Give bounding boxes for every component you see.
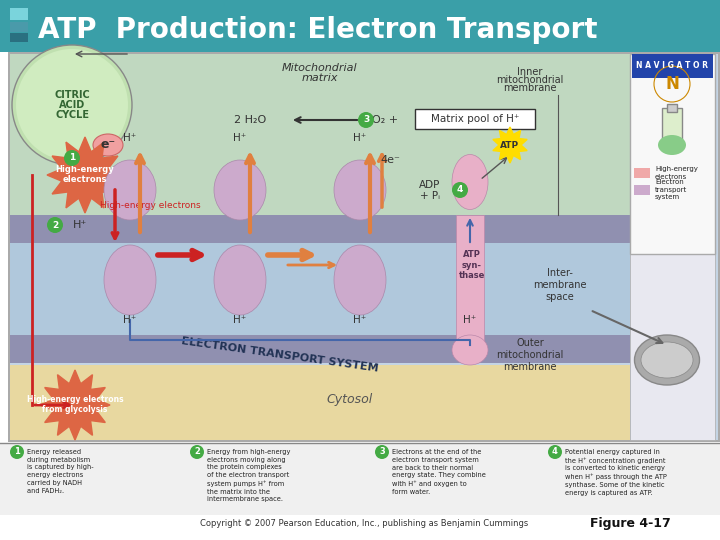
Text: Copyright © 2007 Pearson Education, Inc., publishing as Benjamin Cummings: Copyright © 2007 Pearson Education, Inc.…	[200, 519, 528, 529]
Text: from glycolysis: from glycolysis	[42, 406, 108, 415]
Text: Mitochondrial: Mitochondrial	[282, 63, 358, 73]
Bar	[10, 365, 630, 440]
Text: Energy released
during metabolism
is captured by high-
energy electrons
carried : Energy released during metabolism is cap…	[27, 449, 94, 494]
Text: Figure 4-17: Figure 4-17	[590, 517, 670, 530]
Text: 3: 3	[379, 448, 385, 456]
Text: e⁻: e⁻	[100, 138, 116, 152]
Circle shape	[190, 445, 204, 459]
Text: matrix: matrix	[302, 73, 338, 83]
Text: 2 H₂O: 2 H₂O	[234, 115, 266, 125]
Text: 4: 4	[552, 448, 558, 456]
Polygon shape	[40, 370, 110, 440]
Bar	[634, 185, 650, 195]
Text: High-energy electrons: High-energy electrons	[100, 200, 201, 210]
Text: ATP  Production: Electron Transport: ATP Production: Electron Transport	[38, 16, 598, 44]
Text: 1: 1	[69, 153, 75, 163]
Circle shape	[452, 182, 468, 198]
Text: Electron
transport
system: Electron transport system	[655, 179, 688, 200]
Bar	[10, 22, 28, 32]
Text: membrane: membrane	[503, 83, 557, 93]
Text: electrons: electrons	[63, 176, 107, 185]
Text: CITRIC: CITRIC	[54, 90, 90, 100]
Text: High-energy
electrons: High-energy electrons	[655, 166, 698, 180]
Ellipse shape	[634, 335, 700, 385]
Circle shape	[375, 445, 389, 459]
Bar	[630, 54, 715, 254]
Bar	[415, 109, 535, 129]
Circle shape	[47, 217, 63, 233]
Text: Inner: Inner	[517, 67, 543, 77]
Circle shape	[358, 112, 374, 128]
Ellipse shape	[104, 160, 156, 220]
Ellipse shape	[641, 342, 693, 378]
Text: H⁺: H⁺	[123, 133, 137, 143]
Circle shape	[12, 45, 132, 165]
Text: H⁺: H⁺	[354, 133, 366, 143]
Text: 1: 1	[14, 448, 20, 456]
Text: H⁺: H⁺	[123, 315, 137, 325]
Text: 3: 3	[363, 116, 369, 125]
Text: ADP: ADP	[419, 180, 441, 190]
Ellipse shape	[334, 245, 386, 315]
Ellipse shape	[658, 135, 686, 155]
Text: ACID: ACID	[59, 100, 85, 110]
Text: H⁺: H⁺	[233, 315, 247, 325]
Bar	[8, 52, 720, 442]
Text: 4e⁻: 4e⁻	[380, 155, 400, 165]
Text: Electrons at the end of the
electron transport system
are back to their normal
e: Electrons at the end of the electron tra…	[392, 449, 486, 495]
Bar	[667, 104, 677, 112]
Text: H⁺: H⁺	[233, 133, 247, 143]
Bar	[0, 443, 720, 515]
Text: ATP: ATP	[500, 140, 520, 150]
Bar	[0, 0, 720, 52]
Text: High-energy electrons: High-energy electrons	[27, 395, 123, 404]
Ellipse shape	[214, 245, 266, 315]
Text: ELECTRON TRANSPORT SYSTEM: ELECTRON TRANSPORT SYSTEM	[181, 336, 379, 374]
Text: Cytosol: Cytosol	[327, 394, 373, 407]
Text: Outer
mitochondrial
membrane: Outer mitochondrial membrane	[496, 338, 564, 373]
Text: ATP
syn-
thase: ATP syn- thase	[459, 250, 485, 280]
Text: Matrix pool of H⁺: Matrix pool of H⁺	[431, 114, 519, 124]
Bar	[632, 54, 713, 78]
Bar	[10, 215, 630, 243]
Text: Inter-
membrane
space: Inter- membrane space	[534, 268, 587, 302]
Text: Potential energy captured in
the H⁺ concentration gradient
is converted to kinet: Potential energy captured in the H⁺ conc…	[565, 449, 667, 496]
Ellipse shape	[214, 160, 266, 220]
Circle shape	[64, 150, 80, 166]
Bar	[456, 215, 484, 345]
Ellipse shape	[452, 335, 488, 365]
Circle shape	[10, 445, 24, 459]
Text: Energy from high-energy
electrons moving along
the protein complexes
of the elec: Energy from high-energy electrons moving…	[207, 449, 290, 503]
Bar	[10, 243, 630, 335]
Text: + Pᵢ: + Pᵢ	[420, 191, 440, 201]
Text: H⁺: H⁺	[354, 315, 366, 325]
Text: H⁺: H⁺	[464, 315, 477, 325]
Text: 2: 2	[194, 448, 200, 456]
Text: H⁺: H⁺	[73, 220, 87, 230]
Ellipse shape	[452, 154, 488, 210]
Ellipse shape	[93, 134, 123, 156]
Ellipse shape	[334, 160, 386, 220]
Text: 2: 2	[52, 220, 58, 230]
Ellipse shape	[104, 245, 156, 315]
Bar	[630, 250, 715, 440]
Text: High-energy: High-energy	[55, 165, 114, 174]
Circle shape	[16, 49, 128, 161]
Text: mitochondrial: mitochondrial	[496, 75, 564, 85]
Polygon shape	[47, 137, 123, 213]
Bar	[634, 168, 650, 178]
Bar	[10, 335, 630, 363]
Bar	[10, 33, 28, 42]
Bar	[10, 54, 630, 215]
Text: CYCLE: CYCLE	[55, 110, 89, 120]
Polygon shape	[493, 127, 527, 163]
Bar	[662, 108, 682, 148]
Text: 4: 4	[456, 186, 463, 194]
Text: O₂ +: O₂ +	[372, 115, 398, 125]
Bar	[10, 54, 718, 440]
Text: N: N	[665, 75, 679, 93]
Bar	[10, 8, 28, 20]
Circle shape	[548, 445, 562, 459]
Text: N A V I G A T O R: N A V I G A T O R	[636, 62, 708, 71]
